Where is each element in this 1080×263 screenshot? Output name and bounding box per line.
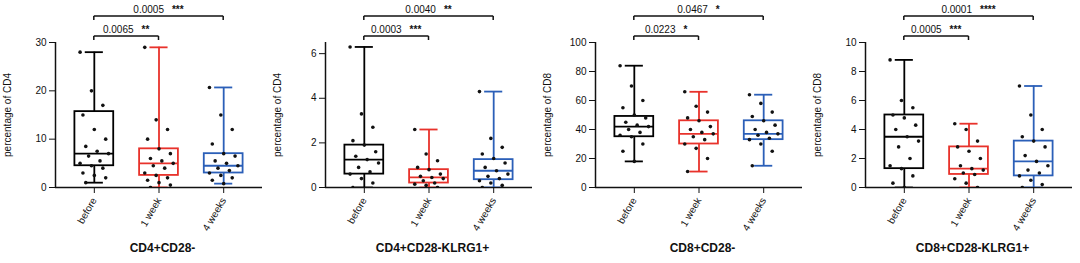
svg-text:percentage of CD4: percentage of CD4 [272, 73, 283, 157]
html-text:CD4+CD28-: CD4+CD28- [129, 241, 196, 255]
svg-text:8: 8 [851, 66, 857, 77]
html-text:CD4+CD28-KLRG1+: CD4+CD28-KLRG1+ [375, 241, 490, 255]
svg-text:4 weeks: 4 weeks [740, 196, 768, 233]
svg-text:1 week: 1 week [948, 195, 974, 229]
svg-text:percentage of CD4: percentage of CD4 [2, 73, 13, 157]
svg-text:6: 6 [851, 95, 857, 106]
svg-text:40: 40 [575, 124, 587, 135]
svg-text:0.0065**: 0.0065** [103, 24, 149, 35]
svg-text:80: 80 [575, 66, 587, 77]
svg-text:10: 10 [35, 133, 47, 144]
svg-text:4 weeks: 4 weeks [470, 196, 498, 233]
svg-text:6: 6 [311, 48, 317, 59]
svg-text:1 week: 1 week [678, 195, 704, 229]
svg-text:0.0005***: 0.0005*** [911, 24, 961, 35]
svg-text:before: before [885, 195, 909, 225]
svg-text:0.0040**: 0.0040** [405, 4, 451, 15]
svg-text:0.0005***: 0.0005*** [133, 4, 183, 15]
svg-text:4 weeks: 4 weeks [200, 196, 228, 233]
svg-text:4: 4 [851, 124, 857, 135]
svg-text:before: before [75, 195, 99, 225]
svg-text:30: 30 [35, 37, 47, 48]
svg-text:0: 0 [41, 182, 47, 193]
svg-text:percentage of CD8: percentage of CD8 [812, 73, 823, 157]
svg-text:1 week: 1 week [138, 195, 164, 229]
svg-text:4 weeks: 4 weeks [1010, 196, 1038, 233]
svg-text:2: 2 [311, 137, 317, 148]
svg-text:before: before [615, 195, 639, 225]
svg-text:0.0003***: 0.0003*** [371, 24, 421, 35]
svg-text:0: 0 [311, 182, 317, 193]
svg-text:100: 100 [570, 37, 587, 48]
svg-text:0: 0 [581, 182, 587, 193]
svg-text:10: 10 [845, 37, 857, 48]
svg-text:0.0223*: 0.0223* [645, 24, 688, 35]
svg-text:0.0001****: 0.0001**** [941, 4, 995, 15]
svg-text:before: before [345, 195, 369, 225]
svg-text:1 week: 1 week [408, 195, 434, 229]
svg-text:percentage of CD8: percentage of CD8 [542, 73, 553, 157]
svg-text:60: 60 [575, 95, 587, 106]
svg-text:0.0467*: 0.0467* [677, 4, 720, 15]
svg-text:0: 0 [851, 182, 857, 193]
svg-text:20: 20 [35, 85, 47, 96]
svg-text:2: 2 [851, 153, 857, 164]
svg-text:20: 20 [575, 153, 587, 164]
html-text:CD8+CD28-KLRG1+: CD8+CD28-KLRG1+ [915, 241, 1030, 255]
svg-text:4: 4 [311, 92, 317, 103]
html-text:CD8+CD28-: CD8+CD28- [669, 241, 736, 255]
